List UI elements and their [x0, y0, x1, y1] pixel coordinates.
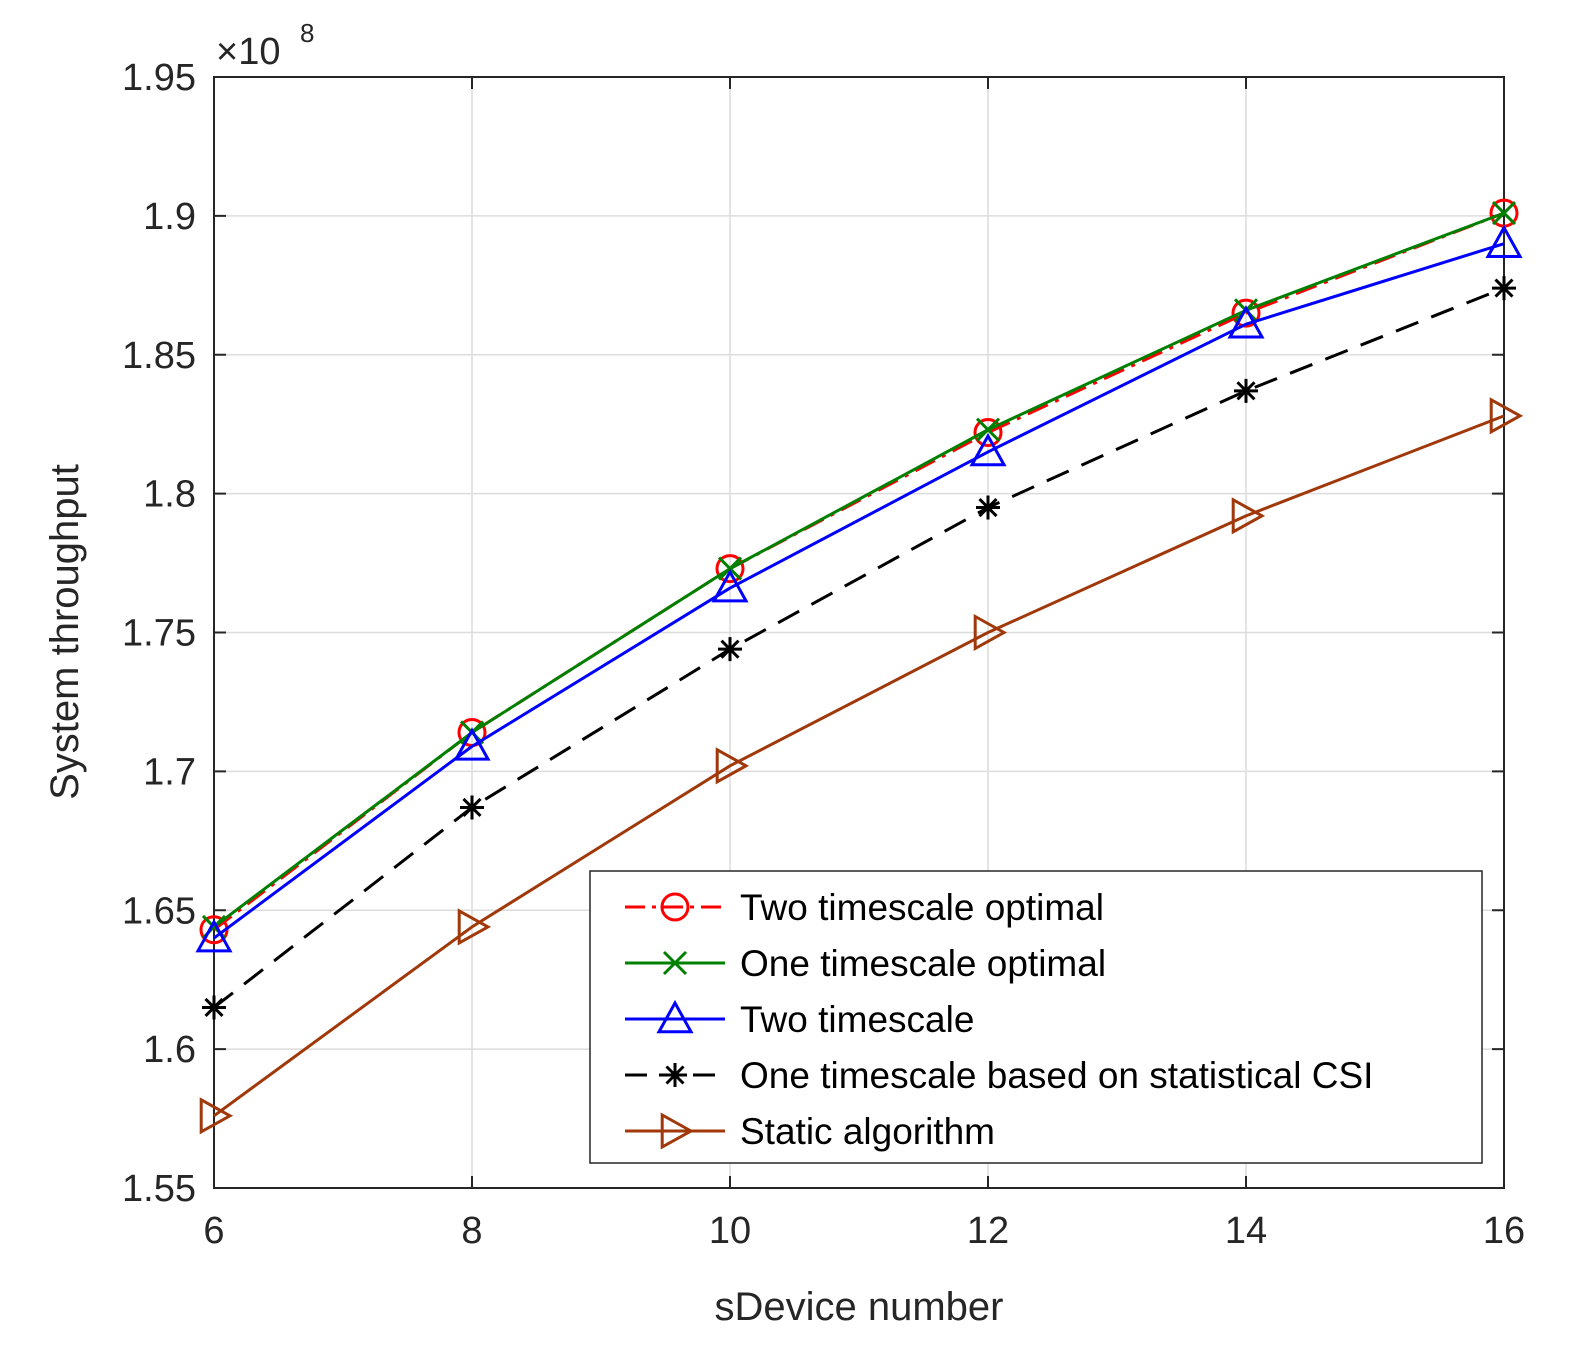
y-axis-title: System throughput — [43, 464, 87, 800]
data-point — [711, 568, 749, 603]
legend-label: One timescale optimal — [740, 943, 1106, 984]
data-point — [460, 795, 484, 820]
y-tick-label: 1.85 — [122, 335, 196, 377]
y-tick-label: 1.95 — [122, 57, 196, 99]
data-point — [718, 637, 742, 662]
data-point — [199, 1097, 234, 1135]
legend-marker — [660, 1112, 695, 1150]
x-tick-label: 14 — [1225, 1210, 1267, 1252]
data-point — [453, 727, 491, 761]
legend-label: Static algorithm — [740, 1111, 995, 1152]
series-1 — [201, 201, 1517, 939]
legend-item: One timescale optimal — [625, 943, 1106, 984]
data-point — [973, 613, 1008, 652]
data-point — [1492, 276, 1516, 301]
series-line — [213, 242, 1505, 940]
legend-item: One timescale based on statistical CSI — [625, 1055, 1373, 1096]
legend-marker — [656, 999, 694, 1034]
series-line — [213, 414, 1505, 1117]
data-point — [717, 556, 743, 581]
data-point — [1231, 298, 1261, 328]
legend-marker — [663, 1063, 687, 1087]
data-point — [715, 554, 745, 584]
legend-item: Two timescale — [625, 999, 974, 1040]
exponent-power: 8 — [300, 18, 314, 48]
legend-marker — [660, 892, 690, 922]
x-axis-title: sDevice number — [714, 1285, 1003, 1329]
y-tick-label: 1.8 — [143, 474, 196, 516]
y-tick-label: 1.6 — [143, 1029, 196, 1071]
data-point — [975, 417, 1001, 442]
data-series — [195, 198, 1524, 1135]
legend-item: Static algorithm — [625, 1111, 995, 1152]
legend-item: Two timescale optimal — [625, 887, 1104, 928]
data-point — [969, 432, 1007, 467]
exponent-multiplier: ×10 — [216, 31, 280, 73]
x-tick-label: 12 — [967, 1210, 1009, 1252]
data-point — [1489, 397, 1524, 435]
tick-marks — [213, 76, 1505, 1189]
x-tick-label: 6 — [203, 1210, 224, 1252]
series-2 — [195, 224, 1523, 953]
legend-label: Two timescale — [740, 999, 974, 1040]
data-point — [202, 995, 226, 1020]
legend-box — [589, 870, 1483, 1164]
data-point — [715, 747, 750, 785]
y-tick-label: 1.55 — [122, 1168, 196, 1210]
y-tick-label: 1.7 — [143, 751, 196, 793]
legend-label: Two timescale optimal — [740, 887, 1104, 928]
y-tick-label: 1.65 — [122, 890, 196, 932]
x-tick-label: 16 — [1483, 1210, 1525, 1252]
data-point — [976, 495, 1000, 520]
y-tick-label: 1.75 — [122, 613, 196, 655]
legend: Two timescale optimal One timescale optim… — [589, 870, 1483, 1164]
y-tick-label: 1.9 — [143, 196, 196, 238]
data-point — [1234, 378, 1258, 403]
data-point — [195, 918, 233, 953]
tick-labels: 6 8 10 12 14 16 1.55 1.6 1.65 1.7 1.75 1.8 1.85 1.9 1.… — [122, 57, 1525, 1252]
series-line — [213, 211, 1505, 929]
series-line — [213, 286, 1505, 1009]
x-tick-label: 8 — [461, 1210, 482, 1252]
data-point — [1231, 497, 1266, 535]
data-point — [1227, 305, 1265, 339]
data-point — [1491, 201, 1517, 226]
exponent-label: ×10 8 — [216, 18, 314, 73]
data-point — [1485, 224, 1523, 258]
data-point — [973, 418, 1003, 448]
data-point — [457, 908, 492, 946]
series-3 — [202, 276, 1516, 1020]
series-4 — [199, 397, 1524, 1135]
legend-label: One timescale based on statistical CSI — [740, 1055, 1373, 1096]
series-line — [213, 211, 1505, 931]
series-0 — [199, 198, 1519, 945]
legend-marker — [662, 950, 688, 976]
x-tick-label: 10 — [709, 1210, 751, 1252]
